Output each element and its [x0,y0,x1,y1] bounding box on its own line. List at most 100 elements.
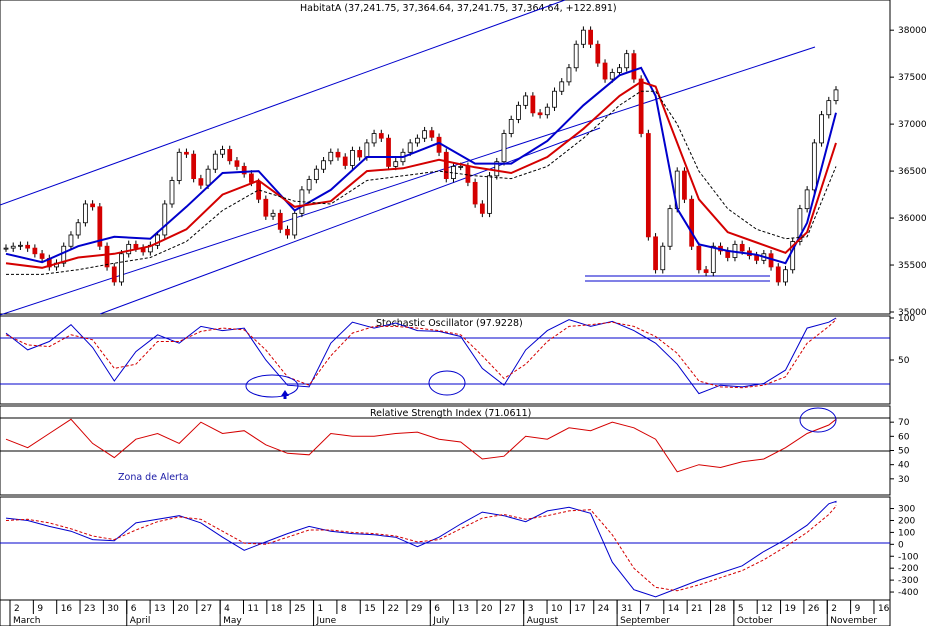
candle-up [313,168,319,180]
candle-up [212,153,218,170]
date-tick-label: 23 [84,604,95,614]
month-label: September [620,616,670,626]
candle-down [32,247,38,255]
candle-down [198,178,204,186]
rsi-y-axis: 30 40 50 60 70 [890,418,910,485]
candle-up [422,130,427,139]
candle-up [783,269,788,283]
date-tick-label: 1 [318,604,324,614]
candle-up [458,165,464,168]
candle-up [306,179,312,191]
candle-up [205,168,211,186]
date-tick-label: 21 [691,604,702,614]
candle-down [530,95,536,114]
y-tick-label: 70 [898,418,910,428]
price-panel: HabitatA (37,241.75, 37,364.64, 37,241.7… [0,0,927,318]
y-tick-label: -300 [898,576,919,586]
date-tick-label: 25 [294,604,305,614]
channel-upper-line [0,0,566,206]
oscillator-line-2 [5,505,837,592]
y-tick-label: 36000 [898,214,927,224]
y-tick-label: 50 [898,356,910,366]
date-tick-label: 30 [107,604,119,614]
month-label: October [737,616,773,626]
candle-down [234,160,240,167]
y-tick-label: 200 [898,516,915,526]
candle-down [104,245,110,268]
date-tick-label: 28 [715,604,727,614]
candle-up [126,243,132,255]
date-tick-label: 17 [574,604,585,614]
candle-down [241,165,247,175]
candle-up [667,208,673,247]
date-tick-label: 15 [364,604,375,614]
candle-down [335,151,341,158]
rsi-lines [5,418,837,473]
candle-down [133,243,139,249]
candle-down [645,133,651,238]
y-tick-label: 36500 [898,167,927,177]
candle-up [624,53,630,69]
candle-up [523,95,529,106]
candle-up [350,150,355,166]
y-tick-label: -400 [898,588,919,598]
y-tick-label: 300 [898,505,915,515]
month-label: May [223,616,242,626]
candle-up [176,151,182,181]
candle-down [227,149,233,162]
y-tick-label: 100 [898,528,915,538]
stochastic-line-1 [5,317,837,395]
candle-down [191,153,197,180]
candle-down [263,198,269,217]
moving-averages [5,66,837,275]
rsi-circle [799,407,837,433]
stochastic-circle-1 [245,374,299,398]
candle-down [472,181,478,205]
month-label: November [830,616,877,626]
zona-de-alerta-label: Zona de Alerta [118,472,189,483]
date-tick-label: 13 [458,604,469,614]
candle-down [39,253,45,259]
rsi-line-1 [5,418,837,473]
candle-up [508,119,514,134]
date-tick-label: 10 [551,604,563,614]
stochastic-title: Stochastic Oscillator (97.9228) [376,318,523,329]
y-tick-label: 37500 [898,73,927,83]
candle-up [3,247,9,250]
y-tick-label: -200 [898,564,919,574]
date-tick-label: 9 [855,604,861,614]
candle-down [631,53,637,80]
date-tick-label: 12 [761,604,772,614]
candle-down [595,43,601,64]
candle-up [68,234,74,247]
price-y-axis: 35000 35500 36000 36500 37000 37500 38000 [890,26,927,318]
y-tick-label: 100 [898,314,915,324]
candle-down [689,198,695,247]
candle-up [811,142,817,191]
candle-up [220,149,225,155]
candle-down [754,255,759,261]
date-tick-label: 6 [434,604,440,614]
y-tick-label: 40 [898,461,910,471]
candle-up [660,245,666,271]
candle-up [169,180,175,205]
candle-down [775,266,781,283]
oscillator-lines [5,500,837,598]
candle-up [487,175,492,214]
stochastic-circle-2 [428,370,466,396]
month-labels: March April May June July August September Octo… [9,600,877,626]
candle-up [162,203,168,236]
candle-down [696,245,702,271]
candle-down [357,150,363,158]
date-tick-label: 9 [37,604,43,614]
candle-up [581,29,586,45]
candle-down [25,244,31,249]
candle-down [386,137,391,167]
candle-up [609,72,615,80]
candle-up [710,245,716,273]
date-tick-label: 8 [341,604,347,614]
stochastic-line-2 [5,318,837,389]
candle-up [573,43,579,69]
y-tick-label: 38000 [898,26,927,36]
candle-down [277,212,283,230]
